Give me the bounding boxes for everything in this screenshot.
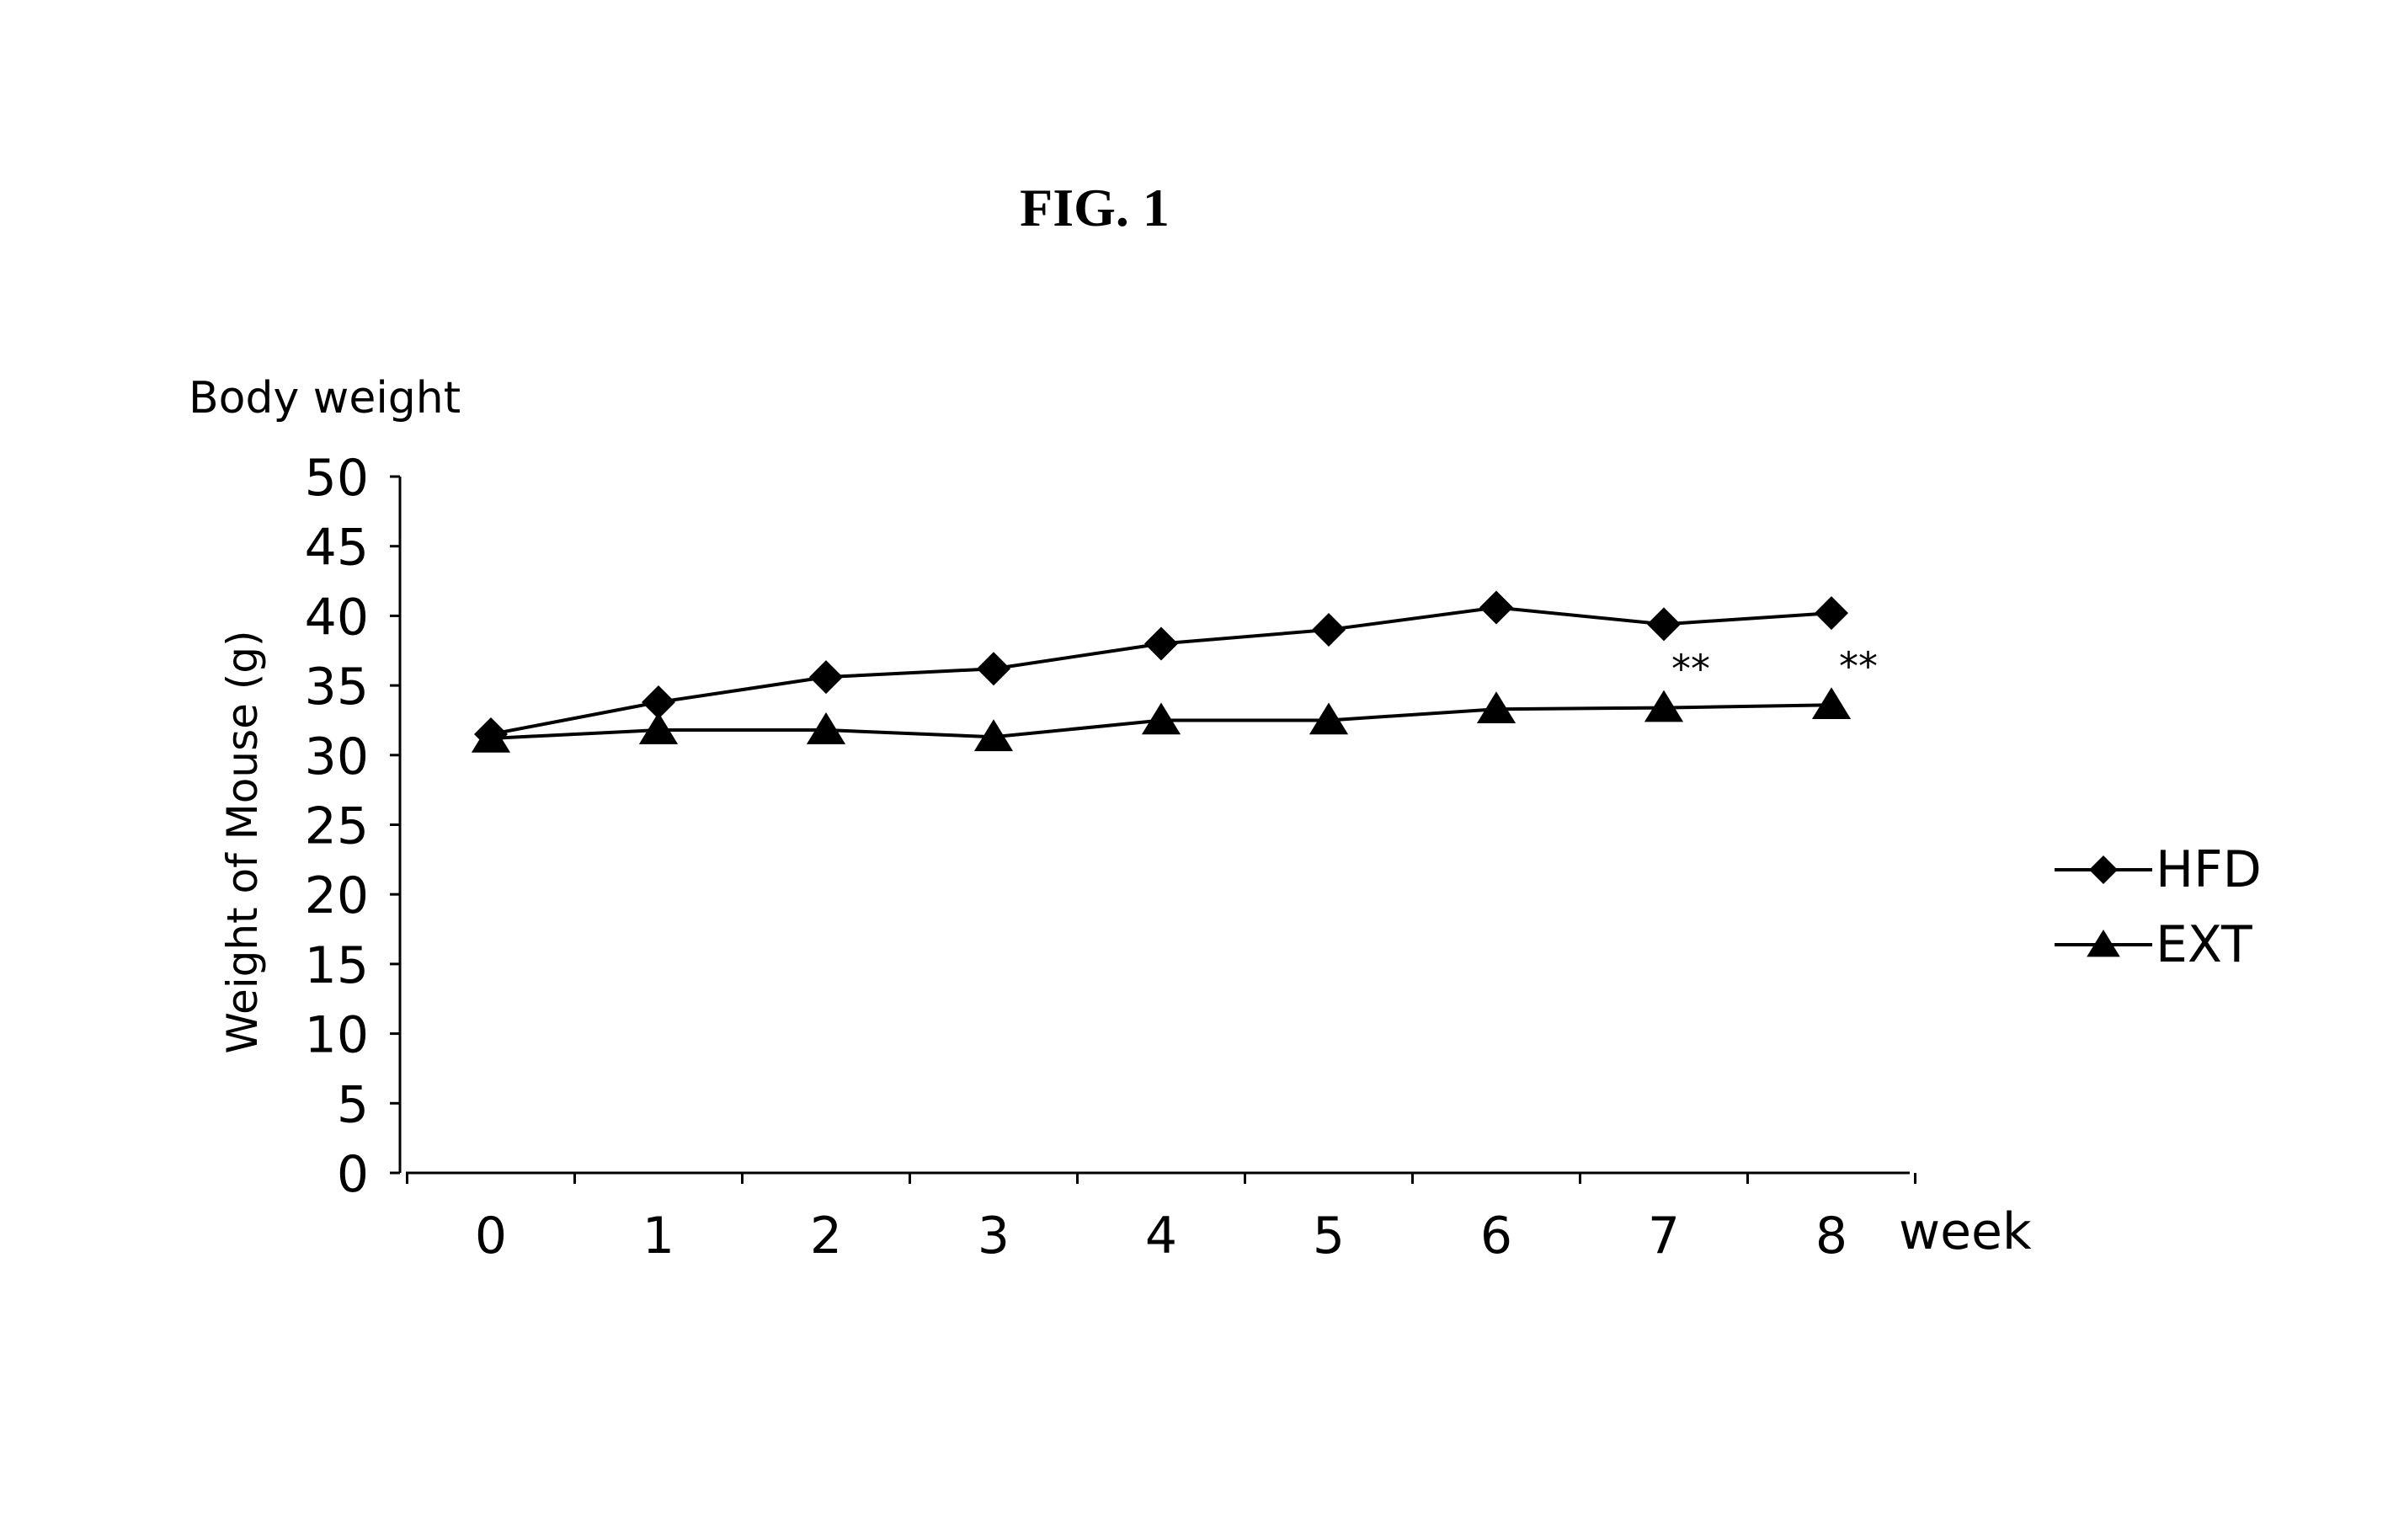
chart-heading: Body weight	[189, 373, 461, 424]
x-tick-label: 8	[1815, 1207, 1847, 1266]
y-axis-label: Weight of Mouse (g)	[218, 630, 267, 1053]
x-tick-label: 0	[475, 1207, 507, 1266]
ext-point	[1142, 702, 1181, 734]
significance-marker: **	[1671, 647, 1710, 692]
x-tick-label: 2	[810, 1207, 842, 1266]
x-tick-label: 7	[1648, 1207, 1680, 1266]
legend-hfd-marker	[2089, 855, 2118, 884]
hfd-point	[977, 652, 1010, 685]
y-axis: 0 5 10 15 20 25 30 35 40 45 50	[305, 449, 400, 1204]
legend: HFD EXT	[2055, 840, 2262, 974]
hfd-point	[1647, 607, 1681, 641]
legend-ext-label: EXT	[2156, 915, 2252, 974]
hfd-point	[809, 660, 843, 694]
figure-title: FIG. 1	[1020, 178, 1170, 237]
y-tick-label: 45	[305, 519, 369, 578]
x-axis-label: week	[1899, 1202, 2032, 1261]
x-axis: 0 1 2 3 4 5 6 7 8	[406, 1173, 1916, 1266]
x-tick-label: 6	[1480, 1207, 1512, 1266]
x-tick-label: 1	[642, 1207, 674, 1266]
x-tick-label: 5	[1313, 1207, 1345, 1266]
x-tick-label: 3	[978, 1207, 1010, 1266]
ext-point	[1812, 687, 1851, 719]
y-tick-label: 30	[305, 727, 369, 786]
x-tick-label: 4	[1145, 1207, 1177, 1266]
y-tick-label: 0	[337, 1145, 369, 1204]
significance-marker: **	[1839, 643, 1878, 689]
hfd-point	[1815, 596, 1848, 630]
series-layer	[472, 590, 1851, 752]
y-tick-label: 25	[305, 797, 369, 856]
hfd-point	[1312, 613, 1346, 647]
y-tick-label: 50	[305, 449, 369, 508]
y-tick-label: 10	[305, 1006, 369, 1065]
y-tick-label: 35	[305, 658, 369, 717]
hfd-point	[642, 685, 675, 719]
annotations-layer: ** **	[1671, 643, 1878, 691]
hfd-point	[1144, 626, 1178, 660]
legend-hfd-label: HFD	[2156, 840, 2262, 899]
ext-point	[807, 712, 845, 744]
hfd-point	[1479, 590, 1513, 624]
y-tick-label: 40	[305, 588, 369, 647]
y-tick-label: 5	[337, 1075, 369, 1134]
y-tick-label: 20	[305, 866, 369, 925]
y-tick-label: 15	[305, 936, 369, 995]
